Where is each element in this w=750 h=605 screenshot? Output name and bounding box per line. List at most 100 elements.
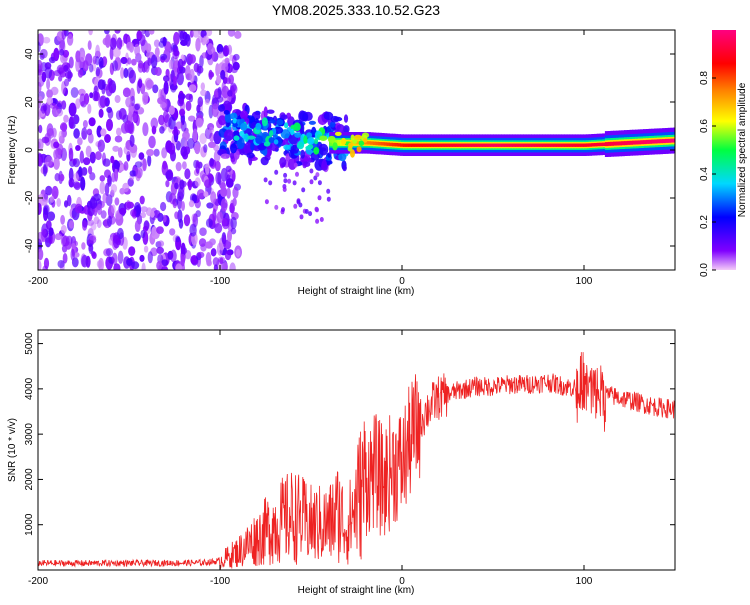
heatmap-blob [138,152,145,160]
heatmap-ridge-cell [665,138,669,143]
heatmap-ridge-cell [604,142,609,147]
heatmap-ridge-blob [255,122,262,130]
heatmap-blob [153,39,160,48]
heatmap-blob [49,195,55,203]
heatmap-blob [239,147,245,156]
heatmap-ridge-cell [564,143,568,147]
heatmap-ridge-blob [356,146,362,153]
heatmap-blob [82,219,88,231]
y-tick-label: 4000 [24,377,35,400]
heatmap-ridge-cell [454,143,459,147]
heatmap-blob [73,128,80,139]
heatmap-ridge-cell [520,143,524,147]
heatmap-ridge-cell [498,143,502,147]
heatmap-blob [126,41,133,51]
heatmap-blob [182,247,188,255]
heatmap-blob [290,144,300,154]
heatmap-blob [88,235,97,244]
heatmap-ridge-blob [313,138,319,145]
heatmap-ridge-cell [383,142,388,146]
heatmap-ridge-cell [514,143,519,147]
heatmap-blob [120,67,125,79]
y-tick-label: 40 [24,48,35,60]
heatmap-ridge-cell [629,140,633,145]
heatmap-ridge-cell [331,141,336,145]
colorbar-label: Normalized spectral amplitude [737,82,748,217]
heatmap-blob [131,58,137,66]
heatmap-ridge-cell [539,143,543,147]
heatmap-blob [168,59,173,70]
heatmap-blob [176,71,184,86]
heatmap-blob [60,214,65,225]
heatmap-blob [75,50,81,63]
heatmap-ridge-cell [411,143,415,147]
heatmap-blob [232,186,239,199]
heatmap-ridge-blob [254,129,260,134]
heatmap-blob [188,84,197,92]
heatmap-ridge-cell [432,143,437,147]
heatmap-blob [204,30,213,37]
heatmap-ridge-cell [405,143,410,147]
heatmap-blob [44,66,53,79]
heatmap-blob [88,165,93,175]
heatmap-blob [160,53,168,61]
heatmap-blob [175,235,181,243]
heatmap-ridge-cell [654,139,658,144]
heatmap-blob [73,172,79,182]
heatmap-blob [147,57,152,66]
heatmap-blob [293,203,298,209]
heatmap-blob [205,241,213,249]
heatmap-ridge-blob [340,137,347,146]
heatmap-ridge-cell [452,143,456,147]
heatmap-blob [70,248,75,261]
heatmap-blob [188,115,196,122]
heatmap-blob [133,233,141,242]
heatmap-ridge-blob [261,117,268,127]
heatmap-blob [123,67,129,79]
heatmap-blob [136,30,142,40]
heatmap-blob [229,262,236,270]
heatmap-blob [203,191,209,198]
heatmap-ridge-cell [577,143,582,147]
heatmap-blob [54,233,63,241]
colorbar-gradient [712,30,736,270]
heatmap-blob [107,215,113,227]
heatmap-blob [91,251,97,259]
heatmap-blob [203,144,208,153]
colorbar-tick-label: 0.2 [699,215,710,229]
heatmap-blob [206,259,212,267]
heatmap-blob [216,96,224,103]
heatmap-blob [75,98,81,109]
heatmap-blob [323,111,334,120]
heatmap-y-label: Frequency (Hz) [7,116,18,185]
heatmap-blob [204,179,212,189]
heatmap-blob [112,145,120,152]
heatmap-blob [70,87,79,98]
heatmap-blob [145,43,152,53]
heatmap-blob [266,109,275,114]
heatmap-blob [124,87,130,95]
heatmap-blob [220,69,226,80]
heatmap-blob [130,209,137,217]
heatmap-ridge-blob [354,134,362,140]
heatmap-blob [300,123,305,134]
heatmap-blob [100,210,107,219]
heatmap-blob [156,260,163,270]
heatmap-blob [89,92,94,99]
heatmap-blob [199,227,207,236]
heatmap-ridge-cell [460,143,464,147]
x-tick-label: 0 [399,276,405,287]
heatmap-blob [64,78,69,87]
heatmap-blob [86,128,93,136]
heatmap-blob [149,211,155,218]
heatmap-blob [230,143,237,154]
heatmap-blob [221,218,230,230]
heatmap-blob [92,55,97,65]
heatmap-ridge-cell [574,143,579,147]
y-tick-label: 1000 [24,513,35,536]
heatmap-ridge-cell [632,140,636,145]
heatmap-ridge-cell [648,139,653,144]
heatmap-blob [210,248,217,257]
heatmap-blob [127,67,134,79]
